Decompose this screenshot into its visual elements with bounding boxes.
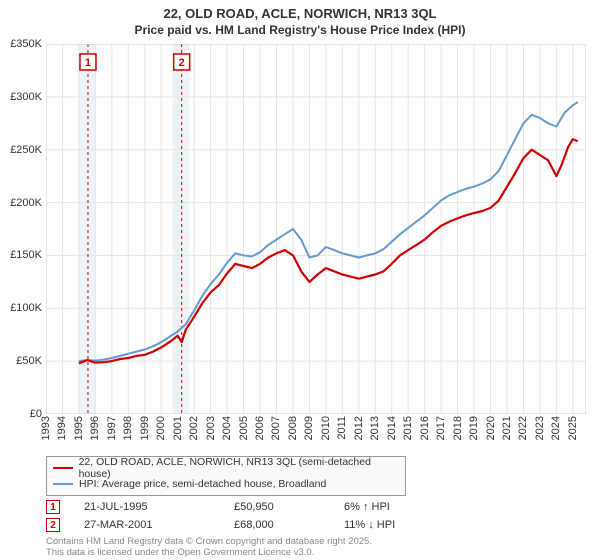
marker-date: 21-JUL-1995 bbox=[84, 501, 234, 513]
svg-text:2: 2 bbox=[179, 57, 185, 69]
y-tick-label: £150K bbox=[0, 249, 44, 261]
x-tick-label: 1994 bbox=[56, 416, 68, 440]
marker-price: £68,000 bbox=[234, 519, 344, 531]
x-tick-label: 2001 bbox=[172, 416, 184, 440]
marker-diff: 11% ↓ HPI bbox=[344, 519, 395, 531]
chart-title-block: 22, OLD ROAD, ACLE, NORWICH, NR13 3QL Pr… bbox=[0, 0, 600, 38]
marker-badge: 2 bbox=[46, 518, 60, 532]
x-tick-label: 2000 bbox=[155, 416, 167, 440]
marker-badge: 1 bbox=[46, 500, 60, 514]
plot-svg: 12 bbox=[46, 44, 586, 414]
y-tick-label: £50K bbox=[0, 355, 44, 367]
legend-label: HPI: Average price, semi-detached house,… bbox=[79, 478, 326, 490]
chart-container: 22, OLD ROAD, ACLE, NORWICH, NR13 3QL Pr… bbox=[0, 0, 600, 560]
x-tick-label: 2023 bbox=[534, 416, 546, 440]
x-tick-label: 2020 bbox=[485, 416, 497, 440]
x-tick-label: 2022 bbox=[517, 416, 529, 440]
x-tick-label: 2016 bbox=[419, 416, 431, 440]
x-tick-label: 1993 bbox=[40, 416, 52, 440]
plot-area: 12 bbox=[46, 44, 586, 414]
x-tick-label: 1995 bbox=[73, 416, 85, 440]
y-tick-label: £350K bbox=[0, 38, 44, 50]
legend: 22, OLD ROAD, ACLE, NORWICH, NR13 3QL (s… bbox=[46, 456, 406, 496]
legend-swatch bbox=[53, 483, 73, 485]
y-tick-label: £200K bbox=[0, 197, 44, 209]
x-tick-label: 2021 bbox=[501, 416, 513, 440]
x-tick-label: 1996 bbox=[89, 416, 101, 440]
x-tick-label: 2005 bbox=[238, 416, 250, 440]
attribution-line: This data is licensed under the Open Gov… bbox=[46, 547, 372, 558]
y-tick-label: £250K bbox=[0, 144, 44, 156]
y-tick-label: £300K bbox=[0, 91, 44, 103]
marker-diff: 6% ↑ HPI bbox=[344, 501, 390, 513]
x-tick-label: 1997 bbox=[106, 416, 118, 440]
x-tick-label: 2014 bbox=[386, 416, 398, 440]
x-tick-label: 2003 bbox=[205, 416, 217, 440]
x-tick-label: 2004 bbox=[221, 416, 233, 440]
x-tick-label: 2015 bbox=[402, 416, 414, 440]
legend-item: 22, OLD ROAD, ACLE, NORWICH, NR13 3QL (s… bbox=[53, 460, 399, 476]
x-tick-label: 2019 bbox=[468, 416, 480, 440]
x-tick-label: 2013 bbox=[369, 416, 381, 440]
marker-row: 1 21-JUL-1995 £50,950 6% ↑ HPI bbox=[46, 498, 395, 516]
x-tick-label: 1998 bbox=[122, 416, 134, 440]
legend-label: 22, OLD ROAD, ACLE, NORWICH, NR13 3QL (s… bbox=[79, 456, 399, 480]
marker-date: 27-MAR-2001 bbox=[84, 519, 234, 531]
x-tick-label: 2017 bbox=[435, 416, 447, 440]
x-tick-label: 2018 bbox=[452, 416, 464, 440]
x-tick-label: 2002 bbox=[188, 416, 200, 440]
svg-text:1: 1 bbox=[85, 57, 91, 69]
x-tick-label: 2024 bbox=[550, 416, 562, 440]
y-tick-label: £0 bbox=[0, 408, 44, 420]
chart-title-address: 22, OLD ROAD, ACLE, NORWICH, NR13 3QL bbox=[0, 6, 600, 23]
x-tick-label: 2006 bbox=[254, 416, 266, 440]
attribution: Contains HM Land Registry data © Crown c… bbox=[46, 536, 372, 559]
x-tick-label: 2008 bbox=[287, 416, 299, 440]
x-tick-label: 2010 bbox=[320, 416, 332, 440]
x-tick-label: 2025 bbox=[567, 416, 579, 440]
marker-table: 1 21-JUL-1995 £50,950 6% ↑ HPI 2 27-MAR-… bbox=[46, 498, 395, 534]
x-tick-label: 1999 bbox=[139, 416, 151, 440]
x-tick-label: 2012 bbox=[353, 416, 365, 440]
chart-title-subtitle: Price paid vs. HM Land Registry's House … bbox=[0, 23, 600, 39]
attribution-line: Contains HM Land Registry data © Crown c… bbox=[46, 536, 372, 547]
marker-row: 2 27-MAR-2001 £68,000 11% ↓ HPI bbox=[46, 516, 395, 534]
marker-price: £50,950 bbox=[234, 501, 344, 513]
x-tick-label: 2011 bbox=[336, 416, 348, 440]
x-tick-label: 2009 bbox=[303, 416, 315, 440]
legend-swatch bbox=[53, 467, 73, 469]
y-tick-label: £100K bbox=[0, 302, 44, 314]
x-tick-label: 2007 bbox=[270, 416, 282, 440]
